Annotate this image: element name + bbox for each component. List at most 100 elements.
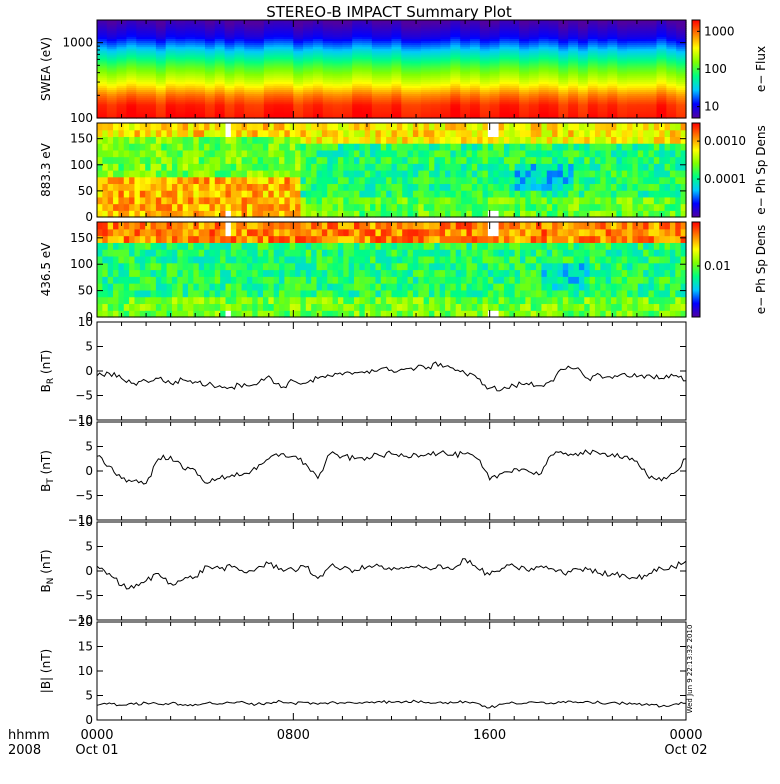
heat-cell <box>574 150 580 157</box>
heat-cell <box>434 143 440 150</box>
heat-cell <box>199 310 205 317</box>
heat-cell <box>547 136 553 143</box>
heat-cell <box>429 170 435 177</box>
heat-cell <box>349 130 355 137</box>
heat-cell <box>466 197 472 204</box>
heat-cell <box>370 163 376 170</box>
heat-cell <box>268 136 274 143</box>
heat-cell <box>461 183 467 190</box>
heat-cell <box>274 197 280 204</box>
heat-cell <box>531 150 537 157</box>
heat-cell <box>424 177 430 184</box>
heat-cell <box>204 303 210 310</box>
heat-cell <box>118 183 124 190</box>
heat-cell <box>258 123 264 130</box>
heat-cell <box>231 130 237 137</box>
heat-cell <box>204 283 210 290</box>
heat-cell <box>638 150 644 157</box>
heat-cell <box>151 229 157 236</box>
heat-cell <box>290 163 296 170</box>
heat-cell <box>258 290 264 297</box>
heat-cell <box>97 123 103 130</box>
heat-cell <box>557 170 563 177</box>
heat-cell <box>413 170 419 177</box>
heat-cell <box>595 157 601 164</box>
heat-cell <box>151 143 157 150</box>
heat-cell <box>359 150 365 157</box>
heat-cell <box>434 150 440 157</box>
heat-cell <box>118 229 124 236</box>
heat-cell <box>177 183 183 190</box>
heat-cell <box>188 197 194 204</box>
heat-cell <box>616 197 622 204</box>
heat-cell <box>402 183 408 190</box>
heat-cell <box>129 256 135 263</box>
heat-cell <box>311 123 317 130</box>
heat-cell <box>493 136 499 143</box>
heat-cell <box>295 157 301 164</box>
y-tick-label: 150 <box>70 132 93 146</box>
heat-cell <box>284 183 290 190</box>
heat-cell <box>466 190 472 197</box>
heat-cell <box>317 183 323 190</box>
heat-cell <box>151 157 157 164</box>
heat-cell <box>611 190 617 197</box>
heat-cell <box>327 123 333 130</box>
heat-cell <box>333 204 339 211</box>
heat-cell <box>118 177 124 184</box>
heat-cell <box>258 150 264 157</box>
heat-cell <box>209 310 215 317</box>
heat-cell <box>488 197 494 204</box>
heat-cell <box>424 136 430 143</box>
heat-cell <box>563 197 569 204</box>
heat-cell <box>466 204 472 211</box>
heat-cell <box>279 170 285 177</box>
heat-cell <box>199 229 205 236</box>
heat-cell <box>140 150 146 157</box>
heat-cell <box>557 130 563 137</box>
heat-cell <box>306 170 312 177</box>
heat-cell <box>161 290 167 297</box>
heat-cell <box>311 190 317 197</box>
heat-cell <box>140 263 146 270</box>
heat-cell <box>418 143 424 150</box>
heat-cell <box>499 130 505 137</box>
y-tick-label: 1000 <box>62 36 93 50</box>
heat-cell <box>97 170 103 177</box>
heat-cell <box>461 123 467 130</box>
heat-cell <box>252 263 258 270</box>
heat-cell <box>627 143 633 150</box>
heat-cell <box>665 123 671 130</box>
heat-cell <box>183 229 189 236</box>
heat-cell <box>386 136 392 143</box>
heat-cell <box>359 183 365 190</box>
heat-cell <box>322 163 328 170</box>
heat-cell <box>258 283 264 290</box>
heat-cell <box>541 163 547 170</box>
heat-cell <box>611 177 617 184</box>
heat-cell <box>338 163 344 170</box>
heat-cell <box>161 276 167 283</box>
heat-cell <box>413 136 419 143</box>
heat-cell <box>145 177 151 184</box>
heat-cell <box>161 190 167 197</box>
heat-cell <box>124 197 130 204</box>
heat-cell <box>279 190 285 197</box>
heat-cell <box>108 242 114 249</box>
heat-cell <box>113 249 119 256</box>
heat-cell <box>488 157 494 164</box>
heat-cell <box>156 222 162 229</box>
heat-cell <box>440 143 446 150</box>
heat-cell <box>338 157 344 164</box>
heat-cell <box>375 190 381 197</box>
heat-cell <box>193 229 199 236</box>
heat-cell <box>354 163 360 170</box>
heat-cell <box>290 157 296 164</box>
heat-cell <box>547 163 553 170</box>
heat-cell <box>413 163 419 170</box>
heat-cell <box>167 157 173 164</box>
heat-cell <box>204 136 210 143</box>
heat-cell <box>177 290 183 297</box>
heat-cell <box>632 130 638 137</box>
heat-cell <box>247 136 253 143</box>
